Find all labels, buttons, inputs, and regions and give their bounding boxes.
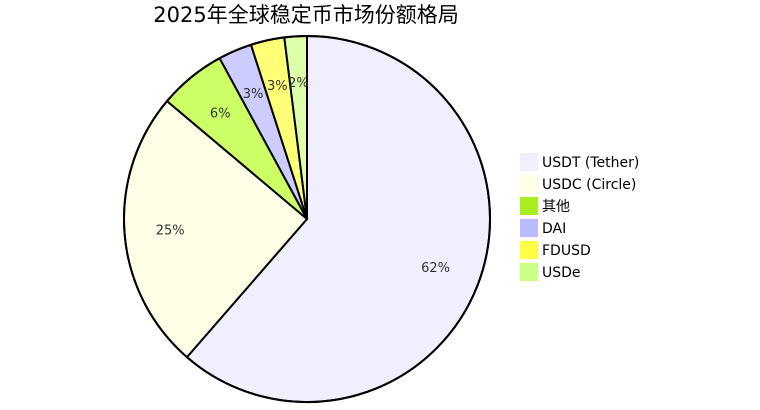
pie-outline	[123, 35, 491, 403]
legend-label: 其他	[542, 199, 570, 215]
legend-label: USDC (Circle)	[542, 177, 636, 193]
legend-label: USDe	[542, 265, 581, 281]
legend-swatch	[520, 241, 538, 259]
legend: USDT (Tether) USDC (Circle) 其他 DAI FDUSD USDe	[520, 153, 639, 281]
slice-percentage-label: 2%	[288, 76, 309, 91]
slice-percentage-label: 25%	[156, 224, 185, 239]
slice-percentage-label: 3%	[267, 79, 288, 94]
pie-slice-labels: 62%25%6%3%3% 2%	[156, 76, 450, 276]
legend-label: DAI	[542, 221, 566, 237]
legend-swatch	[520, 219, 538, 237]
legend-swatch	[520, 175, 538, 193]
chart-title: 2025年全球稳定币市场份额格局	[153, 3, 458, 27]
pie-slices	[123, 34, 491, 403]
legend-swatch	[520, 263, 538, 281]
slice-percentage-label: 3%	[243, 87, 264, 102]
legend-label: USDT (Tether)	[542, 155, 639, 171]
legend-swatch	[520, 153, 538, 171]
slice-percentage-label: 62%	[421, 261, 450, 276]
legend-label: FDUSD	[542, 243, 591, 259]
slice-percentage-label: 6%	[210, 107, 231, 122]
legend-swatch	[520, 197, 538, 215]
